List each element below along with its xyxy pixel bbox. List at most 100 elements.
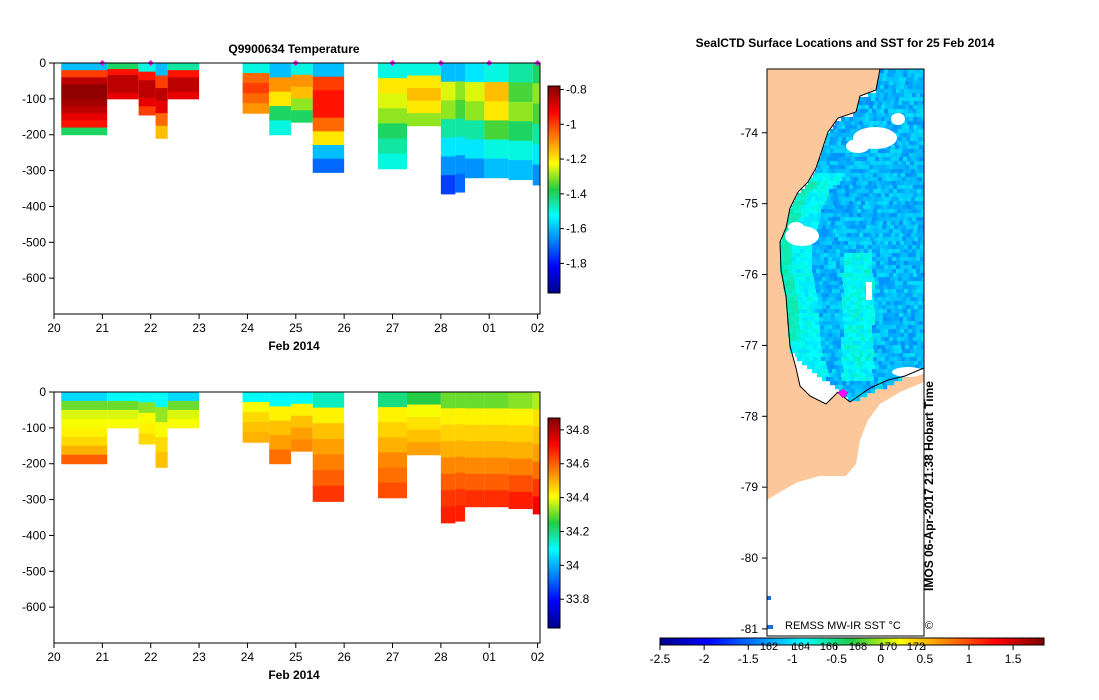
sst-cell [866, 161, 871, 166]
sst-cell [879, 321, 884, 326]
sst-cell [878, 277, 883, 282]
sst-cell [877, 113, 882, 118]
sst-cell [843, 205, 848, 210]
sst-cell [882, 349, 887, 354]
sst-cell [919, 365, 924, 370]
sst-cell [819, 313, 824, 318]
sst-cell [832, 253, 837, 258]
sst-cell [909, 193, 914, 198]
sst-cell [871, 285, 876, 290]
section-cell [484, 473, 509, 491]
sst-cell [904, 257, 909, 262]
sst-cell [876, 253, 881, 258]
sst-cell [863, 321, 868, 326]
sst-cell [827, 321, 832, 326]
sst-cell [846, 377, 851, 382]
sst-cell [894, 301, 899, 306]
sst-cell [843, 321, 848, 326]
sst-cell [829, 185, 834, 190]
sst-cell [816, 257, 821, 262]
section-cell [167, 84, 200, 93]
sst-cell [874, 161, 879, 166]
sst-cell [893, 165, 898, 170]
sst-cell [886, 225, 891, 230]
sst-cell [894, 277, 899, 282]
section-cell [508, 63, 533, 83]
section-cell [378, 108, 408, 124]
sst-cell [920, 329, 924, 334]
sst-cell [857, 117, 862, 122]
lat-tick-label: -80 [741, 551, 759, 565]
sst-cell [887, 233, 892, 238]
sst-cell [839, 385, 844, 390]
sst-cell [903, 97, 908, 102]
sst-cell [842, 301, 847, 306]
x-tick-label: 21 [96, 650, 110, 664]
sst-cell [825, 185, 830, 190]
sst-cell [813, 337, 818, 342]
sst-cell [857, 273, 862, 278]
sst-cell [833, 373, 838, 378]
sst-cell [920, 89, 924, 94]
salinity-y-ticks: 0-100-200-300-400-500-600 [22, 385, 54, 614]
sst-cell [820, 217, 825, 222]
sst-cell [798, 301, 803, 306]
sst-cell [859, 169, 864, 174]
sst-cell [907, 133, 912, 138]
sst-cell [839, 157, 844, 162]
section-cell [61, 409, 108, 420]
sst-cell [901, 153, 906, 158]
sst-cell [863, 365, 868, 370]
sst-cell [807, 317, 812, 322]
sst-cell [862, 237, 867, 242]
section-cell [138, 106, 156, 116]
section-cell [455, 472, 466, 490]
sst-cell [912, 257, 917, 262]
sst-cell [816, 253, 821, 258]
sst-cell [853, 341, 858, 346]
section-cell [484, 63, 509, 83]
sst-cell [826, 305, 831, 310]
section-cell [107, 409, 139, 420]
sst-cell [788, 253, 793, 258]
sst-cell [812, 261, 817, 266]
sst-cell [871, 389, 876, 394]
sst-cell [839, 281, 844, 286]
sst-cell [868, 253, 873, 258]
sst-cell [841, 153, 846, 158]
sst-cell [915, 285, 920, 290]
sst-cell [921, 345, 924, 350]
sst-cell [841, 117, 846, 122]
sst-cell [868, 249, 873, 254]
sst-cell [792, 289, 797, 294]
temperature-x-ticks: 20 21 22 23 24 25 26 27 28 01 02 [47, 314, 545, 335]
sst-cell [914, 137, 919, 142]
sst-cell [875, 321, 880, 326]
sst-cell [795, 317, 800, 322]
sst-cell [817, 185, 822, 190]
sst-cell [920, 253, 924, 258]
sst-cell [896, 257, 901, 262]
sst-cell [920, 241, 924, 246]
sst-cell [869, 345, 874, 350]
sst-cell [818, 225, 823, 230]
sst-cell [866, 225, 871, 230]
sst-cell [886, 301, 891, 306]
sst-cell [913, 117, 918, 122]
sst-cell [831, 169, 836, 174]
sst-cell [878, 305, 883, 310]
sst-cell [853, 185, 858, 190]
sst-cell [871, 121, 876, 126]
sst-cell [885, 165, 890, 170]
sst-cell [875, 281, 880, 286]
sst-cell [905, 113, 910, 118]
sst-cell [886, 349, 891, 354]
sst-cell [833, 213, 838, 218]
sst-cell [874, 297, 879, 302]
sst-cell [859, 317, 864, 322]
section-cell [508, 475, 533, 493]
sst-cell [845, 373, 850, 378]
section-cell [407, 100, 441, 114]
sst-cell [864, 253, 869, 258]
sst-cell [854, 237, 859, 242]
